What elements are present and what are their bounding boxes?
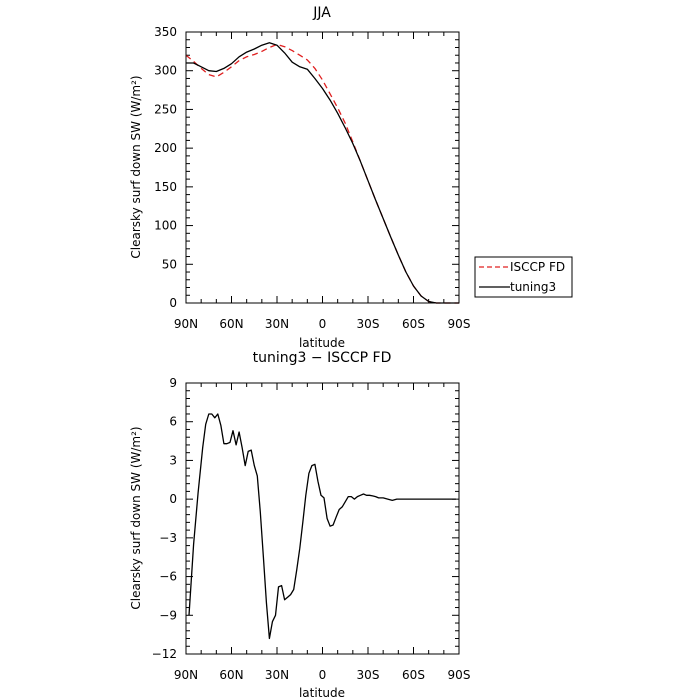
top-chart-frame xyxy=(185,31,460,304)
y-tick-label: 0 xyxy=(169,296,177,310)
y-tick-label: 3 xyxy=(169,453,177,467)
x-tick-label: 60S xyxy=(402,668,425,682)
bottom-chart-frame xyxy=(185,382,460,655)
series-line-isccp-fd xyxy=(185,43,459,304)
bottom-chart-title: tuning3 − ISCCP FD xyxy=(253,350,392,366)
x-tick-label: 30S xyxy=(357,317,380,331)
y-tick-label: −3 xyxy=(159,531,177,545)
x-tick-label: 90N xyxy=(174,317,198,331)
x-tick-label: 60S xyxy=(402,317,425,331)
bottom-chart-x-axis-title: latitude xyxy=(299,686,345,700)
bottom-chart-panel: tuning3 − ISCCP FD Clearsky surf down SW… xyxy=(129,350,470,700)
x-tick-label: 30N xyxy=(265,668,289,682)
top-chart-x-axis-title: latitude xyxy=(299,336,345,350)
x-tick-label: 60N xyxy=(219,317,243,331)
top-chart-y-axis-title: Clearsky surf down SW (W/m²) xyxy=(129,75,143,258)
x-tick-label: 30S xyxy=(357,668,380,682)
top-chart-ticks: 90N 60N 30N 0 30S 60S 90S 0 50 100 150 200 250 300 350 xyxy=(154,25,470,331)
y-tick-label: −9 xyxy=(159,608,177,622)
y-tick-label: 50 xyxy=(162,257,177,271)
y-tick-label: 300 xyxy=(154,64,177,78)
y-tick-label: 150 xyxy=(154,180,177,194)
y-tick-label: −6 xyxy=(159,570,177,584)
series-line-tuning3 xyxy=(188,413,456,640)
bottom-chart-ticks: 90N 60N 30N 0 30S 60S 90S 9 6 3 0 −3 −6 −9 −12 xyxy=(152,376,471,682)
x-tick-label: 90S xyxy=(448,317,471,331)
x-tick-label: 0 xyxy=(319,317,327,331)
legend-label-tuning3: tuning3 xyxy=(510,280,556,294)
x-tick-label: 30N xyxy=(265,317,289,331)
bottom-chart-y-axis-title: Clearsky surf down SW (W/m²) xyxy=(129,426,143,609)
top-chart-panel: JJA Clearsky surf down SW (W/m²) latitud… xyxy=(129,5,470,350)
series-line-tuning3 xyxy=(186,42,459,304)
y-tick-label: 0 xyxy=(169,492,177,506)
x-tick-label: 60N xyxy=(219,668,243,682)
legend-box xyxy=(474,256,573,298)
x-tick-label: 90N xyxy=(174,668,198,682)
top-chart-lines xyxy=(185,42,459,304)
y-tick-label: 9 xyxy=(169,376,177,390)
y-tick-label: 350 xyxy=(154,25,177,39)
top-chart-title: JJA xyxy=(312,5,331,21)
bottom-chart-lines xyxy=(188,413,456,640)
y-tick-label: 6 xyxy=(169,415,177,429)
y-tick-label: 100 xyxy=(154,219,177,233)
x-tick-label: 90S xyxy=(448,668,471,682)
y-tick-label: 250 xyxy=(154,102,177,116)
legend: ISCCP FD tuning3 xyxy=(474,256,573,298)
legend-label-isccp: ISCCP FD xyxy=(510,260,565,274)
y-tick-label: 200 xyxy=(154,141,177,155)
x-tick-label: 0 xyxy=(319,668,327,682)
y-tick-label: −12 xyxy=(152,647,177,661)
